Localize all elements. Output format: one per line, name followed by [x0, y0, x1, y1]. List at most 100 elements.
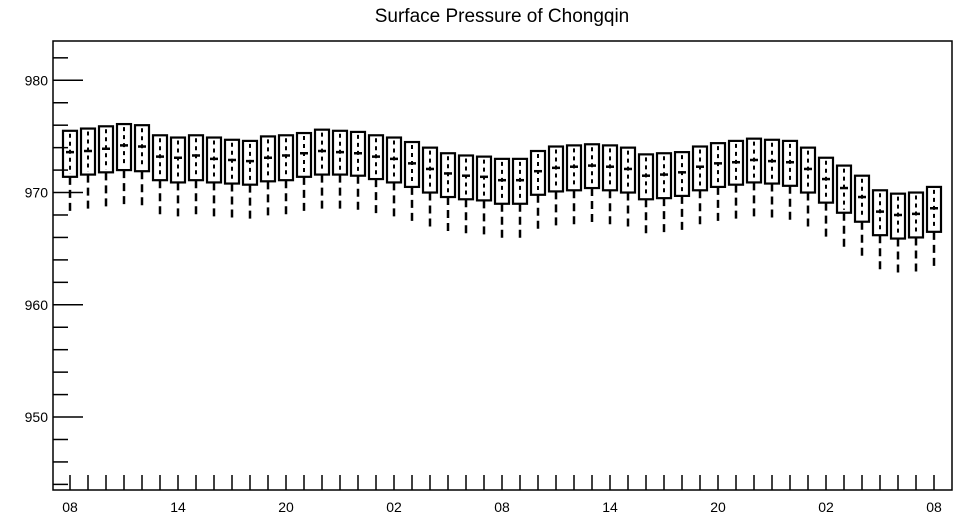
y-tick-label: 980	[25, 72, 49, 88]
box-item	[907, 191, 925, 275]
box-item	[439, 152, 457, 235]
x-axis: 08 14 20 02 08 14 20 02 08	[62, 475, 942, 515]
box-body	[385, 136, 403, 184]
box-body	[853, 174, 871, 223]
box-item	[889, 192, 907, 276]
box-item	[313, 128, 331, 211]
box-body	[277, 134, 295, 182]
box-item	[727, 139, 745, 222]
x-tick-label: 14	[170, 499, 186, 515]
box-body	[205, 136, 223, 184]
plot-frame	[52, 40, 953, 491]
box-body	[889, 192, 907, 240]
box-item	[421, 146, 439, 230]
box-item	[601, 144, 619, 227]
y-tick-label: 970	[25, 185, 49, 201]
box-body	[223, 138, 241, 185]
box-item	[781, 139, 799, 223]
box-body	[331, 129, 349, 176]
x-tick-label: 08	[494, 499, 510, 515]
box-body	[907, 191, 925, 239]
box-body	[835, 164, 853, 214]
box-item	[277, 134, 295, 217]
box-body	[817, 156, 835, 204]
box-item	[475, 155, 493, 238]
box-item	[871, 189, 889, 273]
box-body	[367, 134, 385, 181]
box-item	[547, 145, 565, 228]
box-body	[709, 142, 727, 189]
box-body	[133, 124, 151, 173]
box-item	[241, 139, 259, 222]
box-body	[637, 153, 655, 201]
box-item	[295, 131, 313, 214]
box-body	[727, 139, 745, 186]
x-tick-label: 08	[926, 499, 942, 515]
box-item	[331, 129, 349, 212]
box-item	[205, 136, 223, 219]
box-item	[763, 138, 781, 221]
box-item	[97, 125, 115, 210]
box-body	[115, 122, 133, 172]
x-tick-label: 14	[602, 499, 618, 515]
box-item	[61, 129, 79, 214]
y-tick-label: 960	[25, 297, 49, 313]
box-body	[421, 146, 439, 194]
box-item	[115, 122, 133, 208]
x-tick-label: 02	[818, 499, 834, 515]
box-body	[583, 143, 601, 190]
box-item	[745, 137, 763, 220]
box-item	[619, 146, 637, 229]
x-tick-label: 20	[710, 499, 726, 515]
box-body	[403, 140, 421, 189]
box-body	[151, 134, 169, 182]
box-body	[529, 149, 547, 196]
box-item	[367, 134, 385, 217]
box-item	[655, 152, 673, 236]
box-body	[763, 138, 781, 185]
box-body	[259, 135, 277, 183]
box-body	[799, 146, 817, 194]
box-body	[745, 137, 763, 184]
box-body	[241, 139, 259, 186]
x-tick-label: 02	[386, 499, 402, 515]
box-item	[403, 140, 421, 224]
x-tick-label: 20	[278, 499, 294, 515]
box-item	[799, 146, 817, 230]
box-item	[511, 157, 529, 240]
box-body	[691, 145, 709, 192]
box-item	[637, 153, 655, 236]
box-body	[781, 139, 799, 187]
box-body	[187, 134, 205, 182]
box-body	[457, 154, 475, 201]
box-item	[151, 134, 169, 218]
box-body	[673, 151, 691, 198]
box-item	[259, 135, 277, 219]
box-body	[655, 152, 673, 200]
box-item	[493, 157, 511, 240]
box-body	[619, 146, 637, 194]
box-body	[169, 136, 187, 184]
box-body	[511, 157, 529, 205]
box-item	[853, 174, 871, 259]
box-item	[133, 124, 151, 209]
box-item	[925, 185, 943, 268]
box-item	[223, 138, 241, 221]
box-body	[349, 130, 367, 177]
box-body	[79, 127, 97, 176]
box-body	[97, 125, 115, 174]
box-body	[871, 189, 889, 237]
box-item	[187, 134, 205, 217]
box-body	[493, 157, 511, 205]
box-series	[61, 122, 943, 276]
box-item	[709, 142, 727, 223]
chart-title: Surface Pressure of Chongqin	[375, 6, 630, 27]
box-item	[385, 136, 403, 219]
box-item	[349, 130, 367, 213]
box-item	[835, 164, 853, 250]
box-body	[61, 129, 79, 178]
box-item	[673, 151, 691, 233]
box-body	[547, 145, 565, 193]
box-item	[691, 145, 709, 228]
